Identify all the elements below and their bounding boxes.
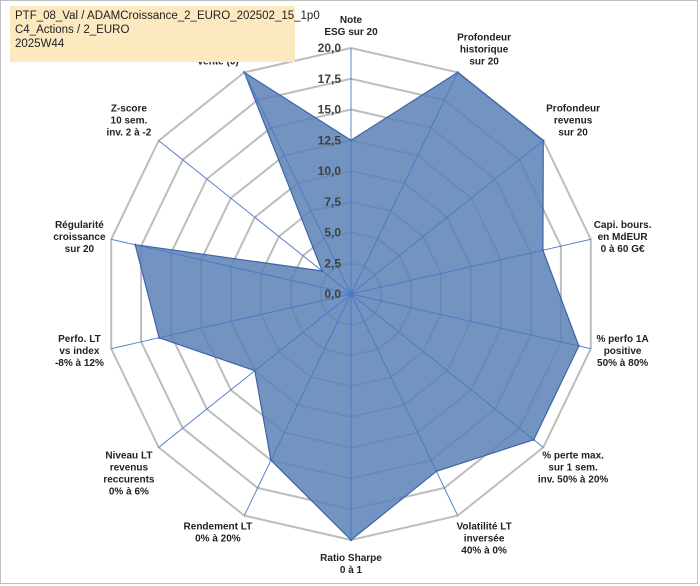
category-label-line: Régularité bbox=[55, 220, 104, 231]
category-label-line: revenus bbox=[554, 115, 593, 126]
category-label-line: reccurents bbox=[103, 475, 155, 486]
category-label-line: croissance bbox=[53, 232, 106, 243]
category-label-line: 0% à 6% bbox=[109, 487, 149, 498]
category-label: % perte max. sur 1 sem. inv. 50% à 20% bbox=[538, 451, 609, 486]
category-label-line: 0 à 1 bbox=[340, 565, 363, 576]
category-label-line: Z-score bbox=[111, 103, 148, 114]
tick-label: 7,5 bbox=[324, 195, 341, 209]
category-label-line: ESG sur 20 bbox=[324, 27, 378, 38]
category-label: Ratio Sharpe 0 à 1 bbox=[320, 553, 382, 576]
category-label-line: historique bbox=[460, 44, 509, 55]
category-label-line: Capi. bours. bbox=[594, 220, 652, 231]
category-label: % perfo 1A positive 50% à 80% bbox=[596, 334, 648, 369]
category-label: Volatilité LT inversée 40% à 0% bbox=[457, 522, 512, 557]
category-label: Profondeur revenus sur 20 bbox=[546, 103, 600, 138]
spoke bbox=[243, 72, 352, 295]
category-label-line: 0 à 60 G€ bbox=[601, 244, 645, 255]
category-label-line: 0% à 20% bbox=[195, 534, 241, 545]
spoke bbox=[350, 140, 544, 295]
tick-label: 17,5 bbox=[318, 72, 342, 86]
tick-label: 2,5 bbox=[324, 256, 341, 270]
category-label-line: revenus bbox=[110, 463, 149, 474]
category-label-line: vs index bbox=[59, 346, 99, 357]
category-label-line: Profondeur bbox=[457, 32, 511, 43]
category-label-line: 50% à 80% bbox=[597, 358, 648, 369]
tick-label: 0,0 bbox=[324, 287, 341, 301]
spoke bbox=[243, 293, 352, 516]
tick-label: 20,0 bbox=[318, 41, 342, 55]
category-label: Niveau LT revenus reccurents 0% à 6% bbox=[103, 451, 155, 498]
category-label-line: Perfo. LT bbox=[58, 334, 101, 345]
category-label-line: inv. 50% à 20% bbox=[538, 475, 609, 486]
spoke bbox=[158, 293, 352, 448]
category-label-line: Rendement LT bbox=[184, 522, 253, 533]
category-label-line: Profondeur bbox=[546, 103, 600, 114]
chart-title-line: PTF_08_Val / ADAMCroissance_2_EURO_20250… bbox=[15, 10, 320, 22]
chart-title-line: 2025W44 bbox=[15, 38, 65, 50]
category-label-line: -8% à 12% bbox=[55, 358, 104, 369]
category-label-line: sur 20 bbox=[469, 56, 499, 67]
spoke bbox=[111, 238, 352, 295]
tick-label: 10,0 bbox=[318, 164, 342, 178]
tick-label: 15,0 bbox=[318, 103, 342, 117]
category-label-line: inv. 2 à -2 bbox=[106, 127, 151, 138]
category-label-line: 10 sem. bbox=[111, 115, 148, 126]
category-label-line: en MdEUR bbox=[598, 232, 649, 243]
spoke bbox=[350, 238, 591, 295]
category-label: Capi. bours. en MdEUR 0 à 60 G€ bbox=[594, 220, 652, 255]
category-label-line: Niveau LT bbox=[105, 451, 152, 462]
category-label-line: Ratio Sharpe bbox=[320, 553, 382, 564]
category-label-line: % perte max. bbox=[542, 451, 604, 462]
category-label-line: Note bbox=[340, 15, 363, 26]
spoke bbox=[350, 293, 544, 448]
category-label-line: sur 20 bbox=[65, 244, 95, 255]
spoke bbox=[111, 293, 352, 350]
category-label-line: % perfo 1A bbox=[596, 334, 648, 345]
category-label-line: positive bbox=[604, 346, 642, 357]
radar-spokes bbox=[111, 48, 591, 540]
chart-title-line: C4_Actions / 2_EURO bbox=[15, 24, 130, 36]
category-label: Profondeur historique sur 20 bbox=[457, 32, 511, 67]
category-label-line: inversée bbox=[464, 534, 505, 545]
spoke bbox=[158, 140, 352, 295]
category-label: Rendement LT 0% à 20% bbox=[184, 522, 253, 545]
category-label-line: sur 1 sem. bbox=[548, 463, 598, 474]
category-label: Note ESG sur 20 bbox=[324, 15, 378, 38]
category-label: Perfo. LT vs index -8% à 12% bbox=[55, 334, 104, 369]
category-label-line: Volatilité LT bbox=[457, 522, 512, 533]
spoke bbox=[350, 72, 459, 295]
category-label-line: sur 20 bbox=[558, 127, 588, 138]
spoke bbox=[350, 293, 459, 516]
tick-label: 5,0 bbox=[324, 226, 341, 240]
category-label: Régularité croissance sur 20 bbox=[53, 220, 106, 255]
chart-title: PTF_08_Val / ADAMCroissance_2_EURO_20250… bbox=[10, 6, 320, 62]
tick-label: 12,5 bbox=[318, 133, 342, 147]
category-label: Z-score 10 sem. inv. 2 à -2 bbox=[106, 103, 151, 138]
category-label-line: 40% à 0% bbox=[461, 546, 507, 557]
spoke bbox=[350, 293, 591, 350]
radar-tick-labels: 0,0 2,5 5,0 7,5 10,0 12,5 15,0 17,5 20,0 bbox=[318, 41, 342, 301]
